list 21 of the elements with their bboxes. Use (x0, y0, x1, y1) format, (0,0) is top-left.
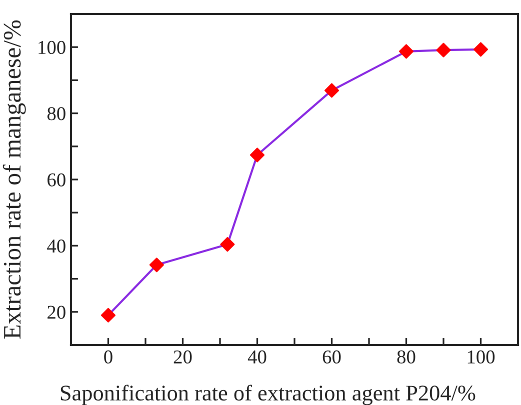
x-tick-label: 0 (104, 350, 112, 364)
y-tick-label: 80 (47, 107, 66, 120)
y-tick-label: 20 (48, 306, 66, 319)
x-tick-label: 20 (174, 350, 192, 364)
point (100, 308, 116, 322)
x-axis-title: Saponification rate of extraction agent P204/% (60, 384, 476, 405)
y-axis-title: Extraction rate of manganese/% (2, 20, 26, 339)
point (149, 258, 164, 272)
x-tick-label: 40 (248, 350, 266, 364)
point (220, 237, 235, 252)
point (436, 42, 451, 58)
x-tick-label: 80 (397, 350, 416, 364)
y-tick-label: 40 (47, 240, 66, 253)
y-tick-label: 60 (48, 173, 66, 186)
x-tick-label: 60 (322, 350, 341, 364)
x-tick-label: 100 (468, 350, 495, 364)
y-tick-label: 100 (38, 40, 66, 54)
point (324, 83, 340, 98)
point (250, 148, 265, 162)
point (473, 42, 488, 57)
point (398, 44, 414, 59)
